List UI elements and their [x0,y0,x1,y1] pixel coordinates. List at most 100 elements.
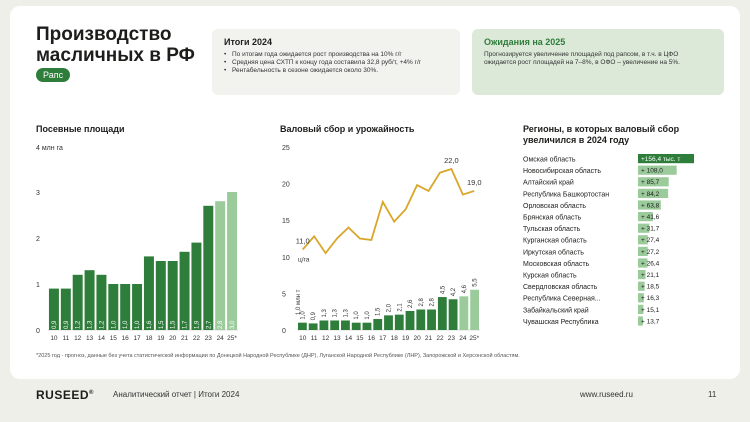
chart1-bar [227,192,238,330]
chart3-bar [638,200,661,210]
chart2-xtick: 22 [436,335,444,342]
summary-box: Итоги 2024 По итогам года ожидается рост… [212,29,460,95]
chart3-bar-label: + 108,0 [641,168,663,175]
chart3-region-name: Курская область [523,272,577,280]
chart1-bar-label: 2,8 [218,320,224,329]
chart2-harvest-bar [319,320,329,330]
chart1-unit-label: 4 млн га [36,145,63,152]
chart2-harvest-bar [448,299,458,330]
chart2-harvest-bar [308,323,318,330]
chart2-xtick: 10 [299,335,307,342]
chart2-harvest-label: 4,5 [440,285,446,294]
chart3-bar-label: + 13,7 [641,318,660,325]
chart1-bar [167,261,178,330]
chart3-region-name: Чувашская Республика [523,318,599,326]
chart2-yield-line [302,167,475,255]
chart2-ytick: 0 [282,328,286,335]
chart3-region-name: Курганская область [523,237,587,245]
chart1-bar-label: 0,9 [64,320,70,329]
chart1-bar [84,270,95,330]
chart2-harvest-bar [427,309,436,330]
chart1-ytick: 1 [36,282,40,289]
chart2-ytick: 10 [282,255,290,262]
chart2-harvest-label: 2,1 [397,303,403,312]
chart1-bar [143,256,154,330]
chart2-harvest-bar [351,322,361,330]
chart2-harvest-bar [373,319,383,330]
chart2-harvest-label: 2,6 [408,299,414,308]
chart2-ytick: 20 [282,182,290,189]
chart3-bar-label: + 84,2 [641,191,660,198]
chart3-bar-label: + 63,8 [641,202,660,209]
chart2-harvest-bar [297,322,307,330]
chart1-ytick: 2 [36,236,40,243]
chart2-ytick: 5 [282,291,286,298]
chart3-bar [638,188,669,198]
outlook-box: Ожидания на 2025 Прогнозируется увеличен… [472,29,724,95]
chart3-region-name: Иркутская область [523,248,584,256]
summary-heading: Итоги 2024 [224,37,273,47]
chart1-bar [215,201,226,330]
chart2-ytick: 15 [282,218,290,225]
chart2-harvest-label: 1,3 [322,308,328,317]
chart3-bar-label: + 16,3 [641,295,660,302]
chart1-bar-label: 1,9 [194,320,200,329]
chart1-bar-label: 1,3 [88,320,94,329]
chart2-harvest-bar [362,322,372,330]
chart2-harvest-label: 4,2 [451,287,457,296]
chart1-xtick: 25* [227,335,237,342]
chart2-harvest-label: 4,6 [462,284,468,293]
chart3-region-name: Забайкальский край [523,306,589,314]
chart2-xtick: 18 [391,335,399,342]
chart2-xtick: 20 [413,335,421,342]
chart1-xtick: 11 [62,335,69,342]
chart1-bar-label: 1,5 [159,320,165,329]
chart1-xtick: 21 [181,335,189,342]
footnote: *2025 год - прогноз, данные без учета ст… [36,353,520,359]
chart1-bar-label: 1,2 [76,320,82,329]
chart2-harvest-label: 1,0 [365,311,371,320]
chart1-xtick: 20 [169,335,177,342]
chart1-bar [60,288,71,330]
chart1-xtick: 15 [110,335,118,342]
chart1-bar-label: 1,2 [99,320,105,329]
chart1-bar [132,284,143,330]
chart3-bar-label: + 18,5 [641,284,660,291]
chart3-region-name: Тульская область [523,225,581,233]
chart2-xtick: 15 [356,335,364,342]
chart1-bar [179,251,190,330]
report-label: Аналитический отчет | Итоги 2024 [113,390,240,399]
website-link[interactable]: www.ruseed.ru [580,390,633,399]
chart2-harvest-unit: 1,0 млн т [296,289,302,315]
chart3-bar [638,212,653,222]
chart2-harvest-bar [384,315,393,330]
chart1-bar-label: 0,9 [52,320,58,329]
outlook-text: Прогнозируется увеличение площадей под р… [484,51,680,66]
chart1-bar [155,261,166,330]
chart2-xtick: 13 [333,335,341,342]
chart1-xtick: 18 [145,335,153,342]
chart3-bar [638,316,643,326]
chart3-bar-label: + 85,7 [641,179,660,186]
chart3-region-name: Свердловская область [523,283,598,291]
chart3-bar-label: + 27,2 [641,249,660,256]
chart3-region-name: Московская область [523,260,590,268]
chart1-bar [120,284,131,330]
chart2-xtick: 11 [311,335,318,342]
chart1-bar [48,288,59,330]
chart3-bar [638,246,648,256]
chart1-bar-label: 1,7 [183,320,189,329]
chart2-harvest-label: 2,8 [419,298,425,307]
chart3-bar [638,258,648,268]
chart3-region-name: Новосибирская область [523,167,601,175]
chart1-xtick: 17 [133,335,141,342]
chart1-ytick: 3 [36,190,40,197]
chart1-xtick: 13 [86,335,94,342]
chart2-harvest-bar [437,297,447,330]
chart3-bar-label: + 15,1 [641,307,660,314]
summary-bullet: Средняя цена СХТП к концу года составила… [224,59,448,67]
logo-text: RUSEED [36,388,90,402]
chart3-bar-label: + 27,4 [641,237,660,244]
chart2-harvest-bar [470,289,480,330]
chart3-bar [638,304,644,314]
